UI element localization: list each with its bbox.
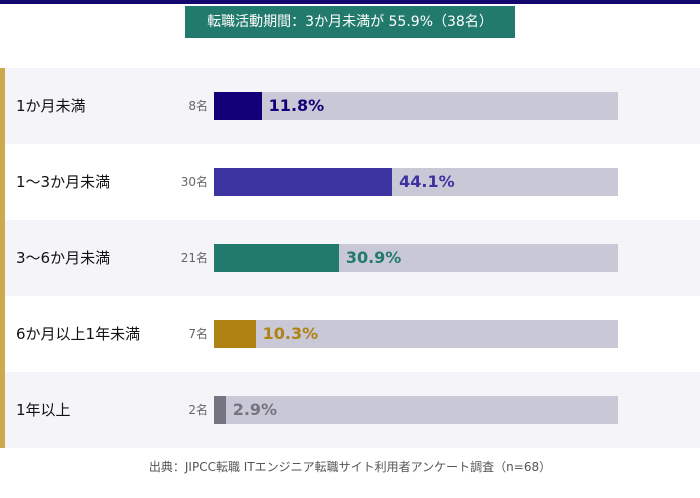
category-label: 6か月以上1年未満 — [16, 325, 141, 343]
value-label: 30.9% — [345, 248, 402, 267]
category-label: 1年以上 — [16, 401, 71, 419]
count-label: 30名 — [180, 175, 208, 189]
category-label: 1か月未満 — [16, 97, 86, 115]
bar-track: 11.8% — [214, 92, 618, 120]
bar-track: 2.9% — [214, 396, 618, 424]
count-label: 2名 — [188, 403, 208, 417]
value-label: 2.9% — [232, 400, 278, 419]
bar-track: 44.1% — [214, 168, 618, 196]
category-label: 3〜6か月未満 — [16, 249, 111, 267]
source-note: 出典：JIPCC転職 ITエンジニア転職サイト利用者アンケート調査（n=68） — [148, 460, 552, 474]
count-label: 21名 — [180, 251, 208, 265]
bar-row: 1年以上 2名 2.9% — [5, 372, 700, 448]
bar-row: 1か月未満 8名 11.8% — [5, 68, 700, 144]
bar — [214, 320, 256, 348]
bar — [214, 396, 226, 424]
bar-track: 30.9% — [214, 244, 618, 272]
accent-bar — [0, 68, 5, 448]
bar-row: 1〜3か月未満 30名 44.1% — [5, 144, 700, 220]
category-label: 1〜3か月未満 — [16, 173, 111, 191]
count-label: 7名 — [188, 327, 208, 341]
chart-title: 転職活動期間：3か月未満が 55.9%（38名） — [185, 6, 515, 38]
bar-track: 10.3% — [214, 320, 618, 348]
bar — [214, 244, 339, 272]
count-label: 8名 — [188, 99, 208, 113]
bar — [214, 168, 393, 196]
value-label: 44.1% — [399, 172, 455, 191]
bar-row: 3〜6か月未満 21名 30.9% — [5, 220, 700, 296]
value-label: 11.8% — [268, 96, 325, 115]
bar-row: 6か月以上1年未満 7名 10.3% — [5, 296, 700, 372]
bar — [214, 92, 262, 120]
value-label: 10.3% — [262, 324, 319, 343]
top-bar — [0, 0, 700, 4]
